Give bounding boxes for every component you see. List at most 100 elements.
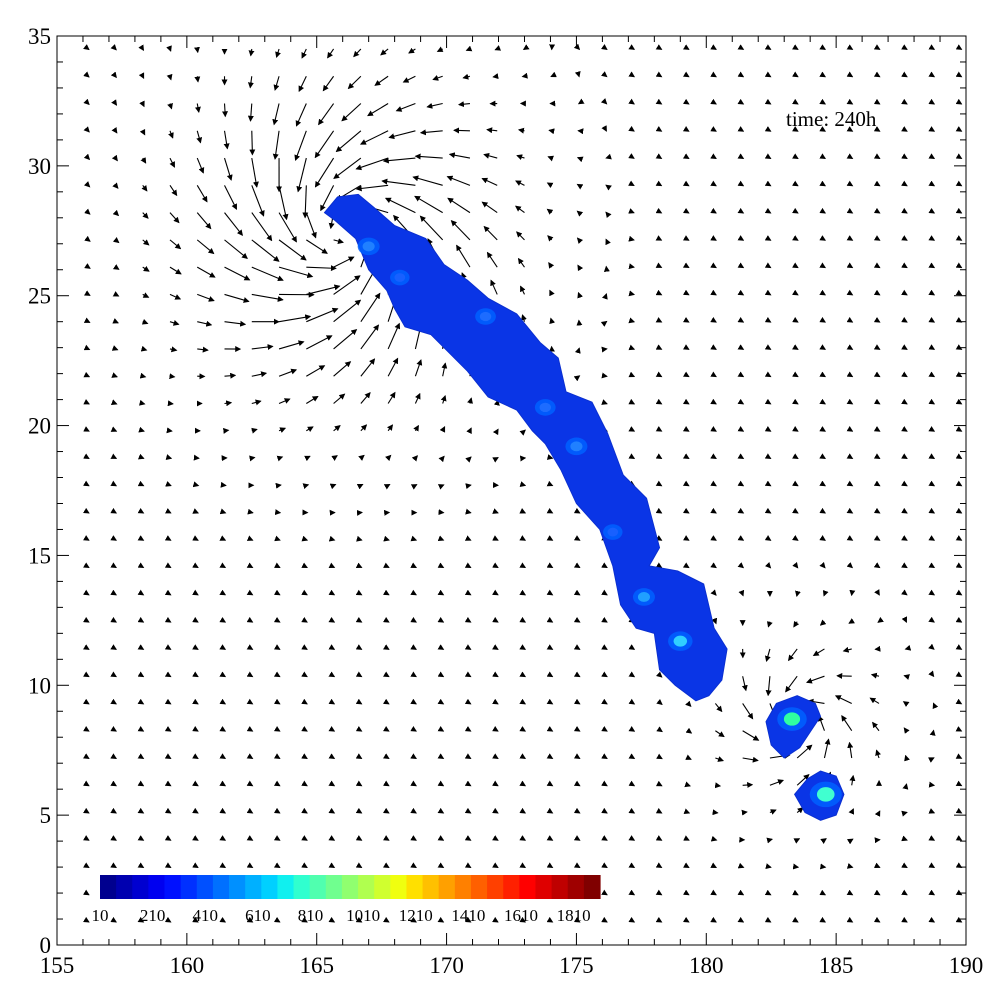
vector-arrow — [142, 212, 149, 219]
vector-arrow — [769, 779, 785, 786]
y-tick-label: 5 — [40, 803, 52, 828]
vector-arrow — [83, 153, 91, 161]
vector-arrow — [142, 239, 150, 246]
vector-arrow — [318, 103, 335, 126]
vector-arrow — [112, 318, 119, 324]
vector-arrow — [414, 359, 423, 377]
vector-arrow — [432, 75, 443, 81]
vector-arrow — [742, 781, 754, 788]
vector-arrow — [110, 71, 117, 79]
vector-arrow — [142, 292, 150, 298]
vector-arrow — [169, 293, 182, 300]
x-tick-label: 165 — [299, 953, 334, 978]
colorbar-swatch — [212, 875, 230, 899]
vector-arrow — [374, 75, 389, 86]
colorbar-swatch — [261, 875, 279, 899]
vector-arrow — [577, 291, 583, 299]
vector-arrow — [302, 185, 309, 219]
colorbar-swatch — [277, 875, 295, 899]
vector-arrow — [547, 155, 555, 162]
vector-arrow — [194, 103, 201, 113]
vector-arrow — [83, 317, 91, 323]
contour-fill — [323, 193, 845, 821]
vector-arrow — [870, 672, 880, 679]
vector-arrow — [223, 157, 233, 181]
vector-arrow — [492, 73, 499, 80]
vector-arrow — [549, 289, 555, 297]
vector-arrow — [685, 727, 693, 734]
vector-arrow — [426, 102, 443, 109]
vector-arrow — [251, 266, 284, 282]
hotspot-core — [539, 402, 551, 413]
vector-arrow — [875, 749, 881, 759]
vector-arrow — [112, 209, 120, 217]
vector-arrow — [869, 697, 880, 704]
vector-arrow — [83, 98, 90, 106]
vector-arrow — [796, 807, 804, 814]
vector-arrow — [305, 212, 317, 239]
vector-arrow — [741, 809, 748, 816]
vector-arrow — [169, 239, 182, 250]
vector-arrow — [112, 291, 120, 297]
colorbar-label: 810 — [298, 906, 324, 925]
vector-arrow — [139, 100, 145, 108]
colorbar-label: 210 — [140, 906, 166, 925]
vector-arrow — [139, 128, 146, 136]
vector-arrow — [251, 344, 274, 350]
vector-arrow — [877, 616, 884, 623]
vector-arrow — [450, 220, 471, 241]
vector-arrow — [111, 345, 119, 351]
vector-arrow — [111, 154, 118, 162]
colorbar-label: 10 — [92, 906, 109, 925]
colorbar-swatch — [196, 875, 214, 899]
vector-arrow — [848, 808, 855, 815]
colorbar-swatch — [309, 875, 327, 899]
vector-arrow — [438, 455, 445, 463]
vector-arrow — [322, 75, 335, 92]
plot-frame — [56, 35, 967, 946]
vector-arrow — [224, 185, 237, 210]
vector-arrow — [314, 130, 335, 159]
vector-arrow — [483, 152, 498, 159]
vector-arrow — [301, 48, 307, 59]
vector-arrow — [436, 46, 444, 52]
vector-arrow — [111, 126, 118, 134]
vector-arrow — [278, 398, 291, 405]
colorbar-swatch — [390, 875, 408, 899]
vector-arrow — [294, 130, 307, 162]
vector-arrow — [333, 238, 344, 244]
vector-arrow — [549, 317, 556, 325]
vector-arrow — [306, 335, 333, 350]
x-tick-label: 155 — [40, 953, 75, 978]
vector-arrow — [247, 103, 254, 122]
colorbar-swatch — [148, 875, 166, 899]
vector-arrow — [742, 730, 760, 741]
vector-arrow — [521, 314, 527, 322]
vector-arrow — [820, 838, 827, 845]
plot-area — [83, 43, 963, 923]
vector-arrow — [275, 48, 281, 58]
vector-arrow — [380, 48, 389, 56]
colorbar-label: 610 — [245, 906, 271, 925]
vector-arrow — [387, 391, 396, 404]
vector-arrow — [387, 357, 399, 377]
colorbar-swatch — [422, 875, 440, 899]
hotspot-core — [673, 635, 688, 647]
hotspot-core — [816, 787, 835, 802]
colorbar-swatch — [583, 875, 601, 899]
x-tick-label: 175 — [559, 953, 594, 978]
colorbar-swatch — [454, 875, 472, 899]
vector-arrow — [769, 809, 777, 815]
vector-arrow — [576, 237, 584, 244]
vector-arrow — [387, 424, 394, 432]
vector-arrow — [414, 153, 443, 160]
vector-arrow — [847, 741, 854, 759]
vector-arrow — [714, 703, 723, 713]
vector-arrow — [656, 726, 663, 733]
vector-arrow — [517, 257, 525, 268]
vector-arrow — [249, 130, 256, 156]
vector-arrow — [306, 265, 337, 272]
time-annotation: time: 240h — [786, 107, 877, 131]
vector-arrow — [295, 103, 307, 127]
colorbar-swatch — [406, 875, 424, 899]
